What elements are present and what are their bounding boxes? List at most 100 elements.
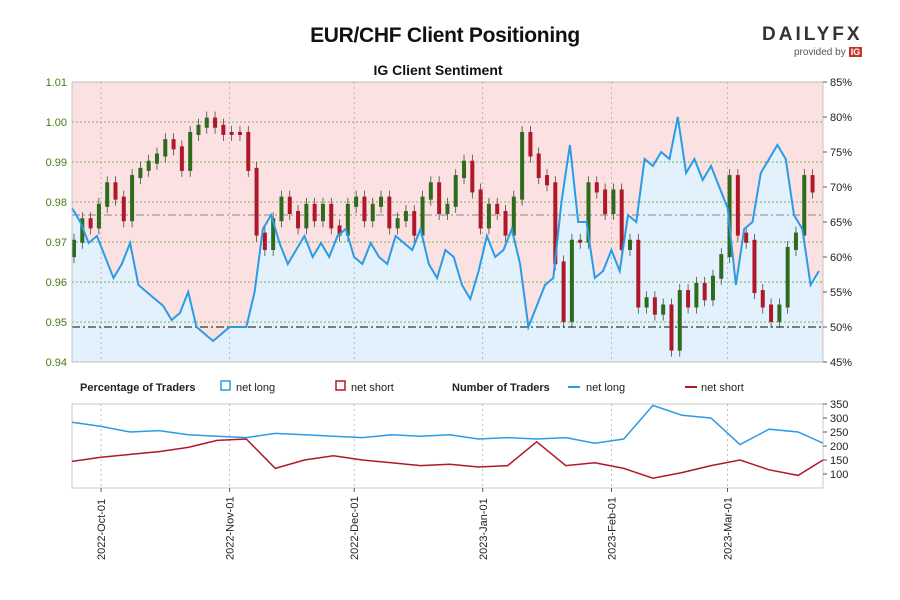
left-axis-tick: 1.01 bbox=[46, 77, 67, 89]
x-axis-tick: 2023-Jan-01 bbox=[478, 498, 490, 560]
candle-down bbox=[254, 167, 259, 236]
candle-down bbox=[312, 203, 317, 222]
x-axis-tick: 2023-Feb-01 bbox=[606, 497, 618, 560]
right-axis-tick: 45% bbox=[830, 357, 852, 369]
candle-down bbox=[470, 160, 475, 193]
candle-down bbox=[578, 239, 583, 243]
candle-down bbox=[387, 196, 392, 229]
candle-down bbox=[636, 239, 641, 308]
candle-down bbox=[545, 175, 550, 186]
candle-up bbox=[511, 196, 516, 236]
chart-subtitle: IG Client Sentiment bbox=[373, 62, 503, 78]
candle-down bbox=[686, 290, 691, 308]
candle-down bbox=[669, 304, 674, 351]
candle-up bbox=[345, 203, 350, 236]
brand-tagline: provided by IG bbox=[794, 47, 863, 58]
right-axis-tick: 55% bbox=[830, 287, 852, 299]
legend-count-long-label: net long bbox=[586, 382, 625, 394]
candle-down bbox=[246, 131, 251, 171]
candle-up bbox=[777, 304, 782, 322]
count-long-line bbox=[71, 404, 824, 446]
candle-up bbox=[710, 275, 715, 301]
candle-up bbox=[644, 297, 649, 308]
candle-up bbox=[379, 196, 384, 207]
x-axis-tick: 2022-Dec-01 bbox=[349, 496, 361, 560]
candle-up bbox=[727, 175, 732, 258]
candle-up bbox=[105, 182, 110, 207]
candle-up bbox=[520, 131, 525, 200]
candle-down bbox=[528, 131, 533, 157]
count-frame bbox=[71, 403, 824, 489]
candle-up bbox=[793, 232, 798, 250]
legend-pct-heading: Percentage of Traders bbox=[80, 382, 196, 394]
left-axis-tick: 0.98 bbox=[46, 197, 67, 209]
right-axis-tick: 60% bbox=[830, 252, 852, 264]
candle-up bbox=[661, 304, 666, 315]
count-short-line bbox=[71, 438, 824, 479]
left-axis-tick: 0.94 bbox=[46, 357, 67, 369]
candle-down bbox=[237, 131, 242, 135]
right-axis-tick: 80% bbox=[830, 112, 852, 124]
candle-down bbox=[437, 182, 442, 215]
right-axis-tick: 85% bbox=[830, 77, 852, 89]
left-axis-tick: 0.96 bbox=[46, 277, 67, 289]
left-axis-tick: 0.97 bbox=[46, 237, 67, 249]
candle-up bbox=[163, 139, 168, 157]
chart-title: EUR/CHF Client Positioning bbox=[310, 24, 580, 47]
candle-down bbox=[769, 304, 774, 322]
ig-logo: IG bbox=[848, 47, 863, 57]
candle-up bbox=[611, 189, 616, 215]
candle-down bbox=[536, 153, 541, 179]
candle-up bbox=[462, 160, 467, 179]
candle-up bbox=[420, 196, 425, 236]
candle-down bbox=[221, 124, 226, 135]
candle-up bbox=[130, 175, 135, 222]
candle-down bbox=[337, 225, 342, 236]
candle-up bbox=[96, 203, 101, 229]
candle-up bbox=[694, 282, 699, 308]
candle-up bbox=[802, 175, 807, 236]
candle-down bbox=[495, 203, 500, 215]
candle-down bbox=[752, 239, 757, 294]
candle-down bbox=[362, 196, 367, 222]
count-axis-tick: 350 bbox=[830, 399, 848, 411]
brand-logo: DAILYFX bbox=[762, 24, 863, 45]
candle-up bbox=[586, 182, 591, 243]
candle-down bbox=[810, 175, 815, 193]
candle-down bbox=[113, 182, 118, 200]
candle-down bbox=[329, 203, 334, 229]
legend-count-short-label: net short bbox=[701, 382, 744, 394]
legend-long-swatch bbox=[220, 380, 231, 391]
brand-tagline-text: provided by bbox=[794, 47, 846, 58]
candle-down bbox=[478, 189, 483, 229]
right-axis-tick: 70% bbox=[830, 182, 852, 194]
candle-up bbox=[146, 160, 151, 171]
left-axis-tick: 0.99 bbox=[46, 157, 67, 169]
count-axis-tick: 100 bbox=[830, 469, 848, 481]
candle-up bbox=[445, 203, 450, 215]
right-axis-tick: 75% bbox=[830, 147, 852, 159]
legend-count-heading: Number of Traders bbox=[452, 382, 550, 394]
candle-down bbox=[603, 189, 608, 215]
candle-up bbox=[304, 203, 309, 229]
candle-up bbox=[403, 211, 408, 222]
candle-up bbox=[569, 239, 574, 322]
candle-up bbox=[204, 117, 209, 128]
candle-up bbox=[279, 196, 284, 222]
candle-down bbox=[503, 211, 508, 236]
candle-down bbox=[88, 218, 93, 229]
right-axis-tick: 50% bbox=[830, 322, 852, 334]
left-axis-tick: 0.95 bbox=[46, 317, 67, 329]
candle-down bbox=[287, 196, 292, 215]
candle-down bbox=[760, 290, 765, 308]
candle-down bbox=[171, 139, 176, 150]
net-long-area bbox=[72, 117, 823, 362]
candle-up bbox=[188, 131, 193, 171]
candle-down bbox=[262, 232, 267, 250]
candle-up bbox=[785, 246, 790, 308]
candle-up bbox=[453, 175, 458, 207]
x-axis-tick: 2022-Nov-01 bbox=[225, 496, 237, 560]
candle-up bbox=[154, 153, 159, 164]
candle-up bbox=[627, 239, 632, 250]
left-axis-tick: 1.00 bbox=[46, 117, 67, 129]
